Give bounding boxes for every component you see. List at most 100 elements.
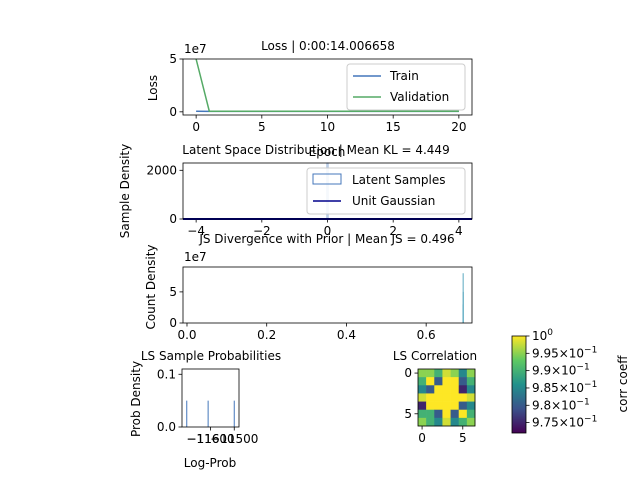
corr-cell: [434, 401, 443, 411]
loss-ylabel: Loss: [146, 75, 160, 101]
loss-xtick-label: 20: [451, 120, 466, 134]
prob-ylabel: Prob Density: [129, 361, 143, 437]
js-ticks: 0.0 0.2 0.4 0.6 0 5: [169, 285, 435, 342]
corr-cell: [434, 393, 443, 402]
js-xtick-label: 0.2: [257, 328, 276, 342]
corr-cell: [426, 393, 435, 402]
latent-legend-box: [306, 167, 466, 215]
corr-cell: [418, 417, 427, 427]
corr-cell: [450, 385, 460, 394]
prob-bar: [186, 400, 188, 427]
loss-series: [195, 58, 459, 113]
latent-panel: Latent Space Distribution | Mean KL = 4.…: [118, 143, 473, 238]
js-ylabel: Count Density: [144, 244, 158, 329]
corr-cell: [426, 417, 435, 427]
js-xtick-label: 0.6: [417, 328, 436, 342]
corr-cell: [450, 417, 460, 427]
corr-cell: [458, 377, 468, 386]
loss-ytick-label: 5: [169, 52, 177, 66]
corr-cell: [458, 385, 468, 394]
prob-xtick-label: −11600: [186, 432, 234, 446]
corr-cell: [418, 401, 427, 411]
loss-title: Loss | 0:00:14.006658: [261, 39, 395, 53]
corr-cell: [426, 377, 435, 386]
corr-cell: [466, 369, 476, 378]
corr-cell: [426, 409, 435, 419]
corr-cell: [442, 393, 451, 402]
corr-cell: [458, 401, 468, 411]
corr-cell: [466, 385, 476, 394]
corr-cell: [450, 369, 460, 378]
colorbar-gradient: [511, 335, 527, 434]
corr-cell: [434, 409, 443, 419]
corr-cell: [434, 385, 443, 394]
corr-cell: [426, 385, 435, 394]
latent-ylabel: Sample Density: [118, 144, 132, 238]
colorbar: 100 9.95×10−1 9.9×10−1 9.85×10−1 9.8×10−1 9.7…: [511, 328, 630, 434]
corr-ytick-label: 5: [404, 407, 412, 421]
prob-bar: [233, 400, 235, 427]
corr-cell: [418, 385, 427, 394]
latent-xtick-label: −2: [253, 224, 271, 238]
corr-cell: [442, 409, 451, 419]
corr-cell: [458, 409, 468, 419]
loss-panel: Loss | 0:00:14.006658 1e7 Loss Epoch 0 5 1…: [146, 39, 473, 159]
js-bar: [462, 291, 464, 323]
corr-cell: [450, 377, 460, 386]
latent-xtick-label: 4: [455, 224, 463, 238]
corr-heatmap: [418, 369, 476, 427]
corr-xtick-label: 5: [459, 431, 467, 445]
js-offset-label: 1e7: [184, 250, 207, 264]
latent-legend: Latent Samples Unit Gaussian: [306, 167, 466, 215]
latent-axes-frame: [182, 162, 473, 220]
latent-xtick-label: 0: [324, 224, 332, 238]
loss-xtick-label: 15: [386, 120, 401, 134]
corr-xtick-label: 0: [418, 431, 426, 445]
corr-cell: [450, 393, 460, 402]
corr-cell: [434, 417, 443, 427]
latent-ytick-label: 2000: [146, 163, 177, 177]
corr-cell: [466, 377, 476, 386]
corr-cell: [418, 409, 427, 419]
corr-cell: [442, 385, 451, 394]
corr-title: LS Correlation: [393, 349, 477, 363]
prob-xtick-label-overlap: −116: [187, 432, 220, 446]
legend-latent-samples-swatch: [312, 173, 342, 185]
prob-axes-frame: [181, 368, 240, 428]
js-ytick-label: 5: [169, 285, 177, 299]
colorbar-tick-label: 9.75×10−1: [532, 415, 597, 430]
corr-cell: [466, 417, 476, 427]
corr-cell: [426, 369, 435, 378]
loss-xtick-label: 10: [320, 120, 335, 134]
js-panel: JS Divergence with Prior | Mean JS = 0.4…: [144, 232, 473, 342]
prob-bars: [186, 400, 235, 427]
prob-panel: LS Sample Probabilities Prob Density Log…: [129, 349, 281, 470]
corr-ticks: 0 505: [404, 366, 466, 445]
corr-cell: [466, 409, 476, 419]
latent-xtick-label: 2: [389, 224, 397, 238]
corr-cell: [426, 401, 435, 411]
prob-xtick-label: −11500: [210, 432, 258, 446]
colorbar-tick-label: 9.9×10−1: [532, 363, 590, 378]
prob-bar: [207, 400, 209, 427]
js-bars: [462, 273, 464, 323]
corr-cell: [450, 401, 460, 411]
loss-ytick-label: 0: [169, 105, 177, 119]
colorbar-ticks: 100 9.95×10−1 9.9×10−1 9.85×10−1 9.8×10−1 9.7…: [526, 328, 597, 430]
corr-cell: [434, 369, 443, 378]
legend-validation-label: Validation: [390, 90, 449, 104]
corr-ytick-label: 0: [404, 366, 412, 380]
latent-ticks: −4 −2 0 2 4 0 2000: [146, 163, 462, 238]
corr-cell: [466, 401, 476, 411]
loss-offset-label: 1e7: [184, 42, 207, 56]
loss-legend: Train Validation: [346, 63, 466, 111]
prob-ytick-label: 0.0: [157, 420, 176, 434]
corr-panel: LS Correlation 0 505: [393, 349, 477, 445]
latent-ytick-label: 0: [169, 212, 177, 226]
colorbar-label: corr coeff: [616, 355, 630, 413]
corr-axes-frame: [417, 368, 476, 427]
corr-cell: [458, 393, 468, 402]
js-ytick-label: 0: [169, 316, 177, 330]
colorbar-tick-label: 100: [532, 328, 553, 343]
